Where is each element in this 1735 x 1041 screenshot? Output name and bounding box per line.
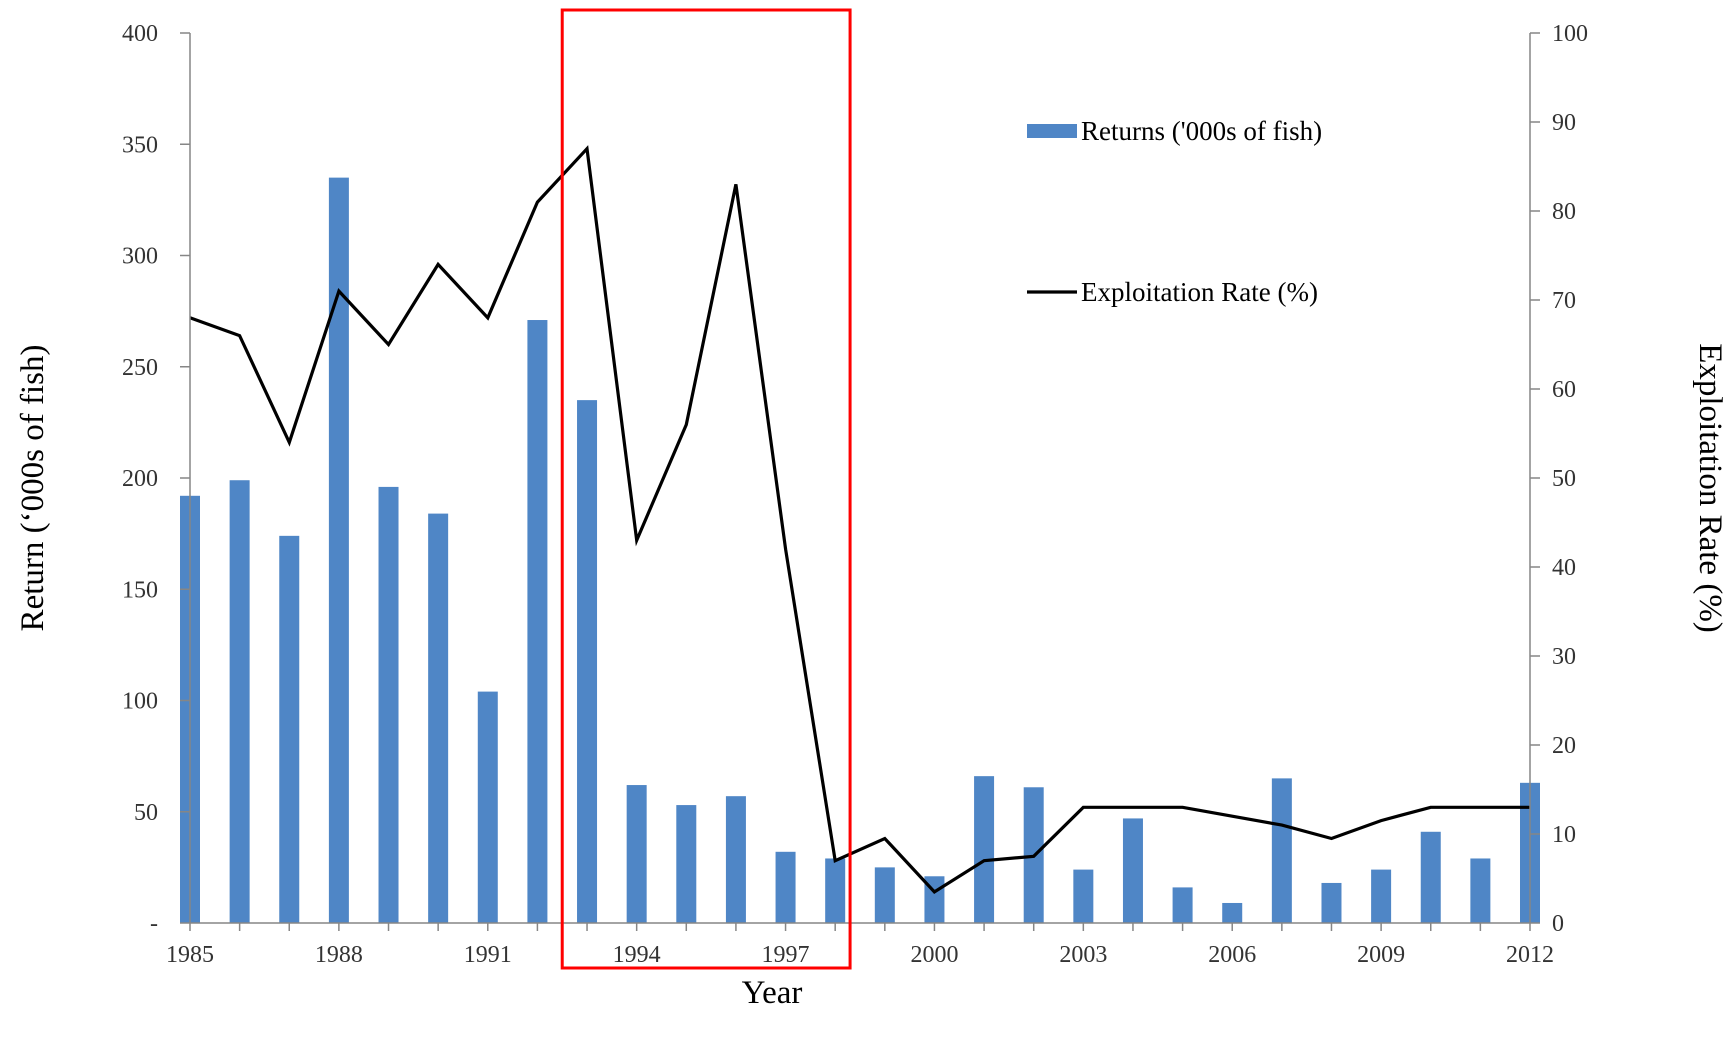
left-tick-label: 300 (122, 244, 158, 270)
x-tick-label: 2009 (1357, 942, 1405, 968)
legend: Returns ('000s of fish) Exploitation Rat… (1027, 116, 1322, 307)
left-tick-label: 250 (122, 355, 158, 381)
right-tick-label: 90 (1552, 110, 1576, 136)
x-tick-label: 2000 (910, 942, 958, 968)
bar-2009 (1371, 869, 1392, 923)
bar-1990 (428, 513, 449, 923)
highlight-box (560, 8, 852, 970)
right-tick-label: 100 (1552, 21, 1588, 47)
bar-1999 (874, 867, 895, 923)
right-tick-label: 70 (1552, 288, 1576, 314)
bar-2011 (1470, 858, 1491, 923)
legend-exploitation-label: Exploitation Rate (%) (1081, 277, 1318, 307)
x-tick-label: 1985 (166, 942, 214, 968)
x-tick-label: 2006 (1208, 942, 1256, 968)
bar-1996 (725, 796, 746, 923)
right-y-axis-title: Exploitation Rate (%) (1692, 343, 1728, 633)
left-tick-label: 100 (122, 689, 158, 715)
right-tick-label: 20 (1552, 733, 1576, 759)
legend-returns-swatch (1027, 124, 1077, 138)
left-tick-label: - (150, 911, 158, 937)
bar-1998 (825, 858, 846, 923)
bar-2010 (1420, 831, 1441, 923)
exploitation-line-group (189, 145, 1530, 894)
right-tick-label: 40 (1552, 555, 1576, 581)
bar-2008 (1321, 882, 1342, 923)
left-y-axis-title: Return (‘000s of fish) (15, 345, 51, 632)
right-tick-label: 0 (1552, 911, 1564, 937)
tick-labels-group: - 50 100 150 200 250 300 350 400 0 10 20 30 40 50 60 70 8… (122, 21, 1588, 968)
right-tick-label: 50 (1552, 466, 1576, 492)
x-tick-label: 1994 (613, 942, 661, 968)
bar-2004 (1122, 818, 1143, 923)
bar-1991 (477, 691, 498, 923)
right-tick-label: 80 (1552, 199, 1576, 225)
bar-2006 (1222, 902, 1243, 923)
left-tick-label: 200 (122, 466, 158, 492)
bar-2003 (1073, 869, 1094, 923)
ticks-group (180, 32, 1540, 931)
bar-2001 (974, 776, 995, 923)
legend-returns-label: Returns ('000s of fish) (1081, 116, 1322, 146)
bar-1995 (676, 805, 697, 923)
right-tick-label: 30 (1552, 644, 1576, 670)
bars-group (180, 177, 1540, 923)
bar-2005 (1172, 887, 1193, 923)
x-axis-title: Year (742, 975, 803, 1011)
right-tick-label: 10 (1552, 822, 1576, 848)
left-tick-label: 400 (122, 21, 158, 47)
bar-1994 (626, 785, 647, 923)
x-tick-label: 1997 (762, 942, 810, 968)
x-tick-label: 2012 (1506, 942, 1554, 968)
exploitation-rate-line (189, 145, 1530, 894)
x-tick-label: 2003 (1059, 942, 1107, 968)
left-tick-label: 50 (134, 800, 158, 826)
bar-1986 (229, 480, 250, 923)
bar-1988 (328, 177, 349, 923)
bar-1987 (279, 535, 300, 923)
x-tick-label: 1991 (464, 942, 512, 968)
bar-1997 (775, 851, 796, 923)
left-tick-label: 150 (122, 577, 158, 603)
left-tick-label: 350 (122, 132, 158, 158)
x-tick-label: 1988 (315, 942, 363, 968)
right-tick-label: 60 (1552, 377, 1576, 403)
bar-1993 (577, 400, 598, 923)
bar-1992 (527, 320, 548, 923)
bar-1989 (378, 486, 399, 923)
bar-2007 (1271, 778, 1292, 923)
